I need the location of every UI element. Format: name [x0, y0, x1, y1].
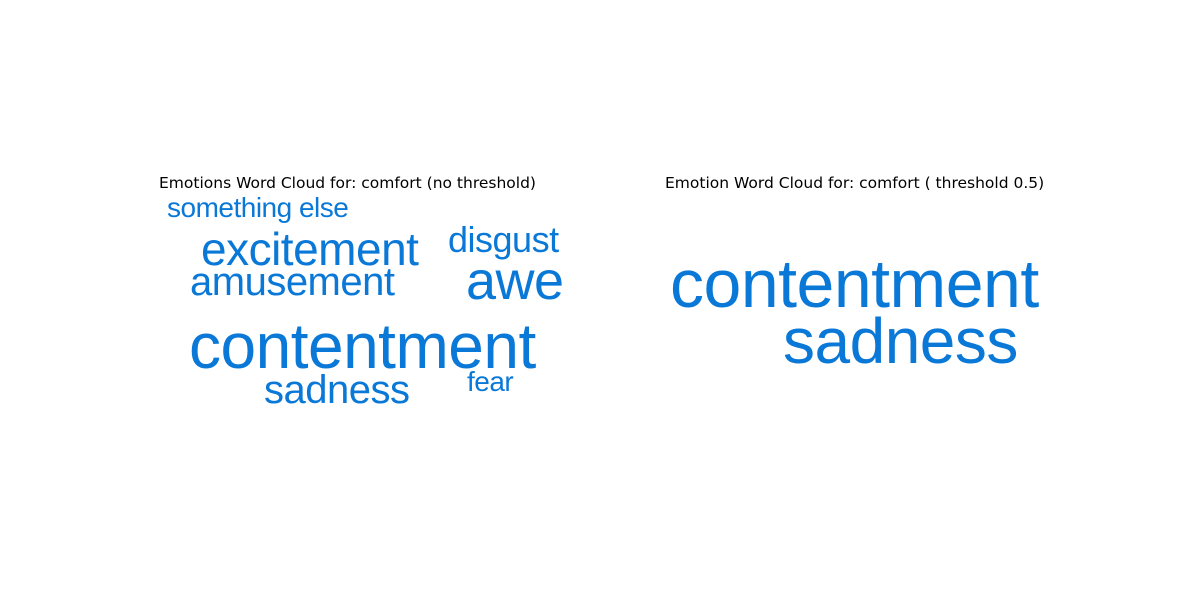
- wordcloud-threshold: contentment sadness: [600, 0, 1200, 600]
- word-amusement: amusement: [190, 260, 395, 304]
- chart-title-threshold: Emotion Word Cloud for: comfort ( thresh…: [665, 174, 1045, 192]
- word-fear: fear: [467, 366, 514, 397]
- word-contentment: contentment: [670, 246, 1039, 322]
- word-contentment: contentment: [189, 310, 536, 382]
- word-sadness: sadness: [783, 305, 1018, 377]
- wordcloud-panel-no-threshold: Emotions Word Cloud for: comfort (no thr…: [159, 174, 564, 412]
- wordcloud-no-threshold: something else excitement disgust amusement…: [167, 192, 564, 412]
- word-awe: awe: [466, 251, 564, 311]
- word-something-else: something else: [167, 192, 349, 223]
- word-excitement: excitement: [201, 223, 419, 275]
- word-disgust: disgust: [448, 219, 559, 260]
- word-sadness: sadness: [264, 368, 410, 412]
- wordcloud-panel-threshold: Emotion Word Cloud for: comfort ( thresh…: [600, 0, 1200, 600]
- chart-title-no-threshold: Emotions Word Cloud for: comfort (no thr…: [159, 174, 536, 192]
